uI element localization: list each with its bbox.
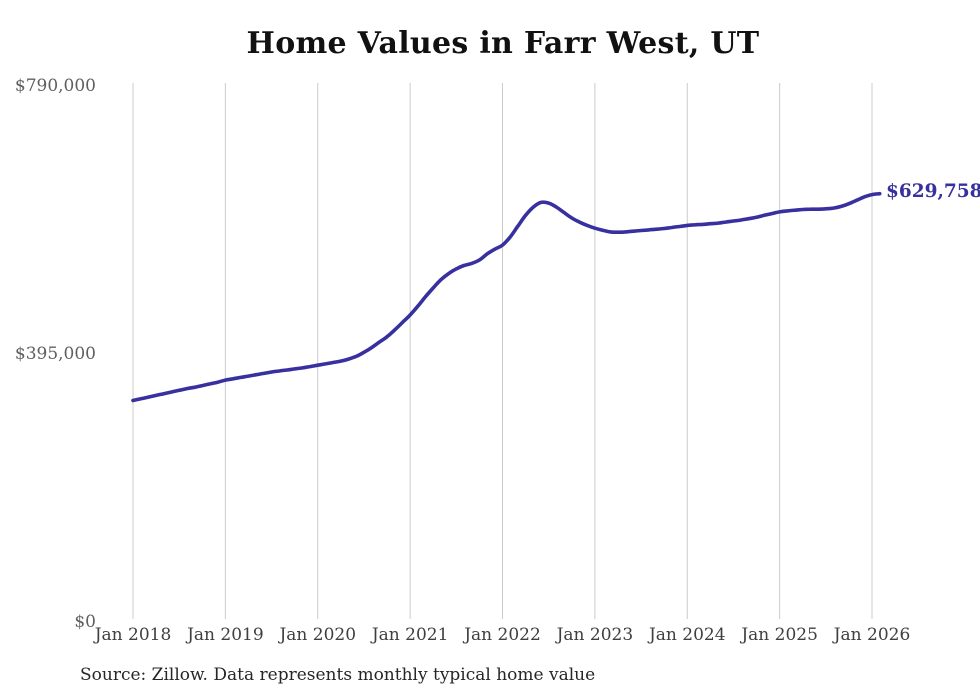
x-tick-label: Jan 2019 (185, 625, 264, 645)
chart-title: Home Values in Farr West, UT (246, 26, 760, 61)
home-value-line (131, 191, 882, 403)
x-tick-label: Jan 2018 (93, 625, 172, 645)
x-tick-label: Jan 2020 (277, 625, 356, 645)
x-tick-label: Jan 2023 (555, 625, 634, 645)
end-value-label: $629,758 (886, 181, 980, 202)
x-tick-label: Jan 2021 (370, 625, 449, 645)
y-tick-label: $790,000 (15, 76, 96, 96)
y-tick-label: $395,000 (15, 344, 96, 364)
source-note: Source: Zillow. Data represents monthly … (80, 665, 596, 685)
x-tick-label: Jan 2022 (462, 625, 541, 645)
x-tick-label: Jan 2025 (739, 625, 818, 645)
x-tick-label: Jan 2026 (832, 625, 911, 645)
y-tick-label: $0 (74, 612, 96, 632)
x-tick-label: Jan 2024 (647, 625, 726, 645)
